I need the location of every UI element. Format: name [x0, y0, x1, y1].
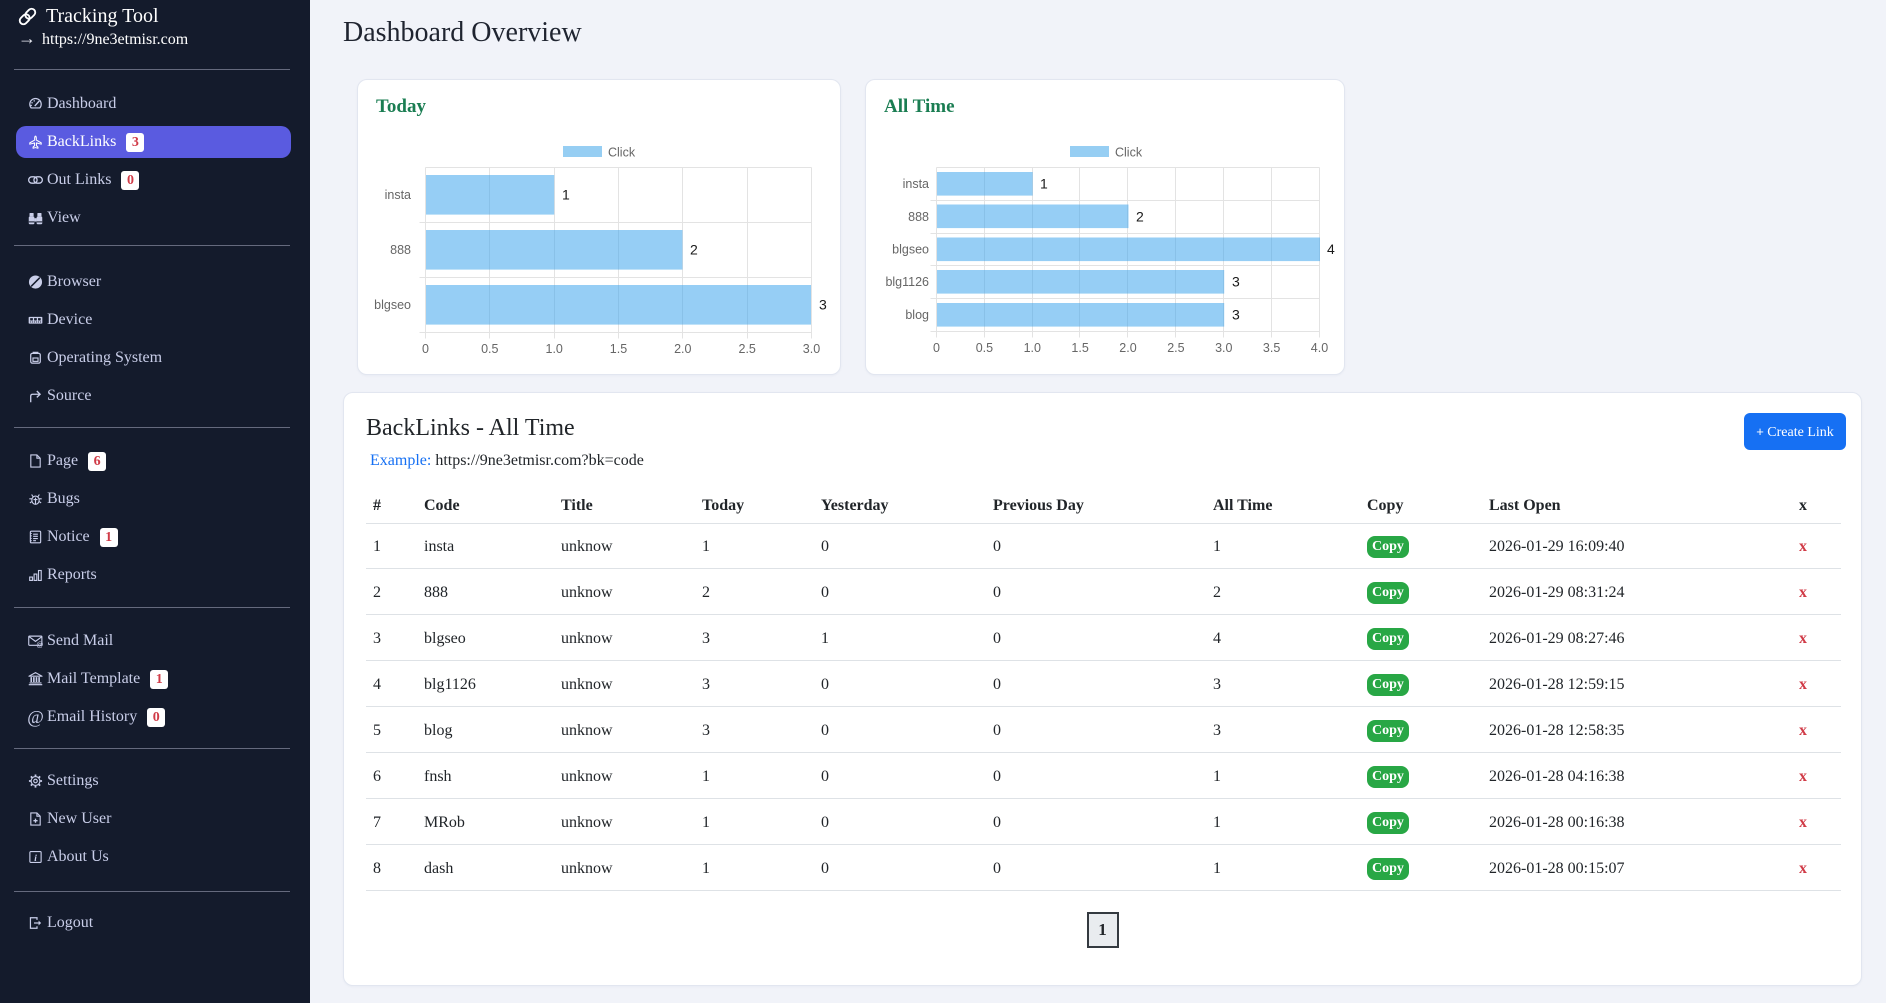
svg-text:2.0: 2.0 — [674, 342, 691, 356]
svg-text:2: 2 — [1136, 209, 1144, 225]
svg-text:0.5: 0.5 — [481, 342, 498, 356]
svg-text:1: 1 — [1040, 176, 1048, 192]
svg-text:2.5: 2.5 — [1167, 341, 1184, 355]
svg-text:0.5: 0.5 — [976, 341, 993, 355]
svg-text:blog: blog — [905, 308, 929, 322]
svg-text:blgseo: blgseo — [892, 243, 929, 257]
svg-text:888: 888 — [908, 210, 929, 224]
svg-text:1.0: 1.0 — [546, 342, 563, 356]
svg-text:Click: Click — [608, 146, 636, 160]
svg-text:1.0: 1.0 — [1024, 341, 1041, 355]
svg-text:3: 3 — [1232, 274, 1240, 290]
svg-text:insta: insta — [903, 177, 929, 191]
svg-text:2.5: 2.5 — [739, 342, 756, 356]
svg-text:@: @ — [36, 642, 43, 649]
svg-text:insta: insta — [385, 188, 411, 202]
svg-text:3.5: 3.5 — [1263, 341, 1280, 355]
svg-text:blg1126: blg1126 — [885, 275, 929, 289]
svg-text:i: i — [34, 854, 37, 864]
svg-text:3.0: 3.0 — [803, 342, 820, 356]
svg-text:4: 4 — [1327, 241, 1335, 257]
svg-text:3.0: 3.0 — [1215, 341, 1232, 355]
svg-text:0: 0 — [933, 341, 940, 355]
svg-text:3: 3 — [1232, 307, 1240, 323]
svg-text:blgseo: blgseo — [374, 298, 411, 312]
svg-text:2.0: 2.0 — [1119, 341, 1136, 355]
svg-text:4.0: 4.0 — [1311, 341, 1328, 355]
svg-text:1: 1 — [562, 187, 570, 203]
svg-text:0: 0 — [422, 342, 429, 356]
svg-text:3: 3 — [819, 297, 827, 313]
svg-text:2: 2 — [690, 242, 698, 258]
svg-text:888: 888 — [390, 243, 411, 257]
svg-text:1.5: 1.5 — [1071, 341, 1088, 355]
svg-text:1.5: 1.5 — [610, 342, 627, 356]
svg-text:Click: Click — [1115, 146, 1143, 160]
